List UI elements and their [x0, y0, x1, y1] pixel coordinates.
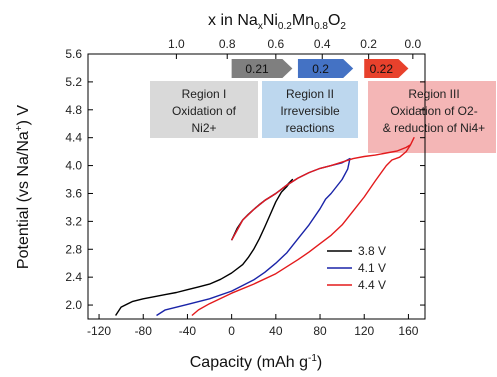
top-tick-label: 0.8: [219, 37, 236, 51]
y-tick-label: 2.4: [65, 270, 82, 284]
legend-label: 3.8 V: [358, 244, 386, 258]
y-tick-label: 4.0: [65, 159, 82, 173]
y-tick-label: 3.6: [65, 186, 82, 200]
region-background: [262, 81, 358, 138]
series-line-41V: [156, 157, 351, 317]
region-label-line: Oxidation of O2-: [390, 104, 477, 118]
plot-frame: [87, 53, 426, 320]
region-label-line: Oxidation of: [172, 104, 237, 118]
y-axis-title: Potential (vs Na/Na+) V: [14, 105, 32, 269]
y-tick-label: 2.0: [65, 298, 82, 312]
x-tick-label: 160: [398, 324, 418, 338]
legend-label: 4.4 V: [358, 278, 386, 292]
top-tick-label: 0.0: [405, 37, 422, 51]
y-axis-ticks: 2.0 2.4 2.8 3.2 3.6 4.0 4.4 4.8 5.2 5.6: [65, 47, 425, 312]
x-tick-label: 40: [269, 324, 283, 338]
x-arrow-3: [364, 59, 409, 78]
x-axis-title: Capacity (mAh g-1): [190, 353, 323, 371]
region-box-1: Region I Oxidation of Ni2+: [150, 81, 258, 138]
x-tick-label: -80: [135, 324, 153, 338]
x-arrow-1: [231, 59, 293, 78]
x-arrow-label: 0.22: [370, 62, 394, 76]
region-label-line: & reduction of Ni4+: [383, 121, 485, 135]
x-tick-label: -120: [87, 324, 111, 338]
x-axis-ticks: -120 -80 -40 0 40 80 120 160: [87, 314, 419, 338]
top-axis-ticks: 1.0 0.8 0.6 0.4 0.2 0.0: [168, 37, 422, 59]
region-label-line: Region II: [286, 87, 334, 101]
series-lines: [115, 136, 415, 317]
y-tick-label: 2.8: [65, 242, 82, 256]
x-tick-label: -40: [179, 324, 197, 338]
top-tick-label: 1.0: [168, 37, 185, 51]
x-tick-label: 0: [228, 324, 235, 338]
region-boxes: Region I Oxidation of Ni2+ Region II Irrever…: [150, 81, 496, 153]
top-tick-label: 0.4: [314, 37, 331, 51]
top-tick-label: 0.6: [267, 37, 284, 51]
x-arrow-2: [297, 59, 354, 78]
series-line-44V: [191, 136, 415, 317]
top-axis-title: x in NaxNi0.2Mn0.8O2: [208, 12, 346, 32]
legend: 3.8 V 4.1 V 4.4 V: [327, 244, 386, 292]
x-arrow-label: 0.21: [245, 62, 269, 76]
region-box-2: Region II Irreversible reactions: [262, 81, 358, 138]
legend-label: 4.1 V: [358, 261, 386, 275]
top-tick-label: 0.2: [360, 37, 377, 51]
region-label-line: Region I: [182, 87, 227, 101]
region-label-line: Irreversible: [280, 104, 340, 118]
y-tick-label: 4.4: [65, 131, 82, 145]
region-box-3: Region III Oxidation of O2- & reduction of…: [368, 81, 496, 153]
region-background: [368, 81, 496, 153]
x-arrow-label: 0.2: [312, 62, 329, 76]
y-tick-label: 4.8: [65, 103, 82, 117]
region-background: [150, 81, 258, 138]
region-label-line: Region III: [408, 87, 459, 101]
x-arrows: 0.21 0.2 0.22: [231, 59, 409, 78]
region-label-line: reactions: [286, 121, 335, 135]
y-tick-label: 5.2: [65, 75, 82, 89]
region-label-line: Ni2+: [191, 121, 216, 135]
x-tick-label: 80: [313, 324, 327, 338]
x-tick-label: 120: [354, 324, 374, 338]
y-tick-label: 3.2: [65, 214, 82, 228]
y-tick-label: 5.6: [65, 47, 82, 61]
